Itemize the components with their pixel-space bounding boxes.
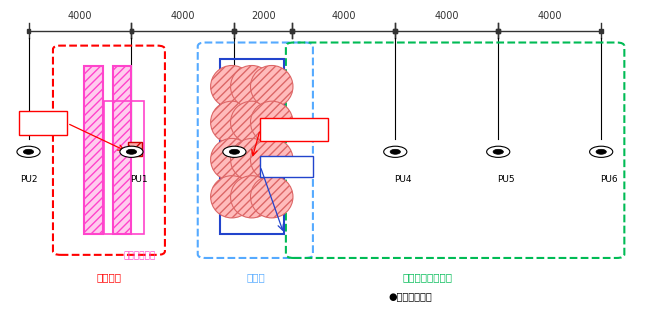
Text: ●：振動測定点: ●：振動測定点 — [389, 291, 433, 301]
Text: 4000: 4000 — [434, 11, 459, 21]
Circle shape — [596, 149, 606, 154]
Bar — [393, 29, 397, 33]
Text: PU5: PU5 — [497, 175, 515, 184]
Ellipse shape — [230, 65, 273, 108]
Bar — [599, 29, 603, 33]
Text: 防振堤: 防振堤 — [246, 272, 265, 283]
Circle shape — [223, 146, 246, 157]
Text: PU3: PU3 — [234, 175, 251, 184]
Text: 4000: 4000 — [332, 11, 356, 21]
Text: PU6: PU6 — [600, 175, 618, 184]
Text: PU1: PU1 — [130, 175, 148, 184]
Bar — [496, 29, 500, 33]
Bar — [128, 143, 141, 156]
Bar — [219, 59, 284, 234]
Bar — [104, 100, 143, 234]
Text: 4000: 4000 — [537, 11, 562, 21]
Ellipse shape — [211, 176, 253, 218]
Circle shape — [589, 146, 613, 157]
Circle shape — [127, 149, 136, 154]
Ellipse shape — [230, 176, 273, 218]
Text: 振動低減対象範囲: 振動低減対象範囲 — [402, 272, 452, 283]
Bar — [260, 118, 328, 141]
Ellipse shape — [251, 65, 293, 108]
Ellipse shape — [211, 101, 253, 143]
Bar — [114, 66, 132, 234]
Bar — [232, 29, 236, 33]
Ellipse shape — [211, 65, 253, 108]
Bar — [19, 112, 67, 135]
Ellipse shape — [211, 138, 253, 181]
Ellipse shape — [230, 138, 273, 181]
Ellipse shape — [230, 101, 273, 143]
Text: 起振器: 起振器 — [34, 118, 51, 128]
Bar — [290, 29, 294, 33]
Circle shape — [23, 149, 34, 154]
Circle shape — [493, 149, 504, 154]
Text: 大型土のう: 大型土のう — [279, 125, 308, 134]
Circle shape — [487, 146, 510, 157]
Ellipse shape — [251, 138, 293, 181]
Bar — [496, 29, 500, 33]
Text: 2000: 2000 — [251, 11, 276, 21]
Text: PU4: PU4 — [394, 175, 411, 184]
Circle shape — [17, 146, 40, 157]
Circle shape — [120, 146, 143, 157]
Circle shape — [384, 146, 407, 157]
Bar — [260, 155, 313, 177]
Text: 4000: 4000 — [67, 11, 92, 21]
Text: 敷鉄板: 敷鉄板 — [278, 161, 295, 171]
Circle shape — [229, 149, 239, 154]
Bar — [84, 66, 103, 234]
Bar — [130, 29, 134, 33]
Ellipse shape — [251, 101, 293, 143]
Bar — [393, 29, 397, 33]
Text: 4000: 4000 — [171, 11, 195, 21]
Bar — [130, 29, 134, 33]
Text: 加振位置: 加振位置 — [97, 272, 121, 283]
Text: PU2: PU2 — [19, 175, 37, 184]
Circle shape — [390, 149, 400, 154]
Bar — [232, 29, 236, 33]
Ellipse shape — [251, 176, 293, 218]
Bar — [290, 29, 294, 33]
Bar — [27, 29, 31, 33]
Text: 重機走行範囲: 重機走行範囲 — [124, 251, 156, 260]
